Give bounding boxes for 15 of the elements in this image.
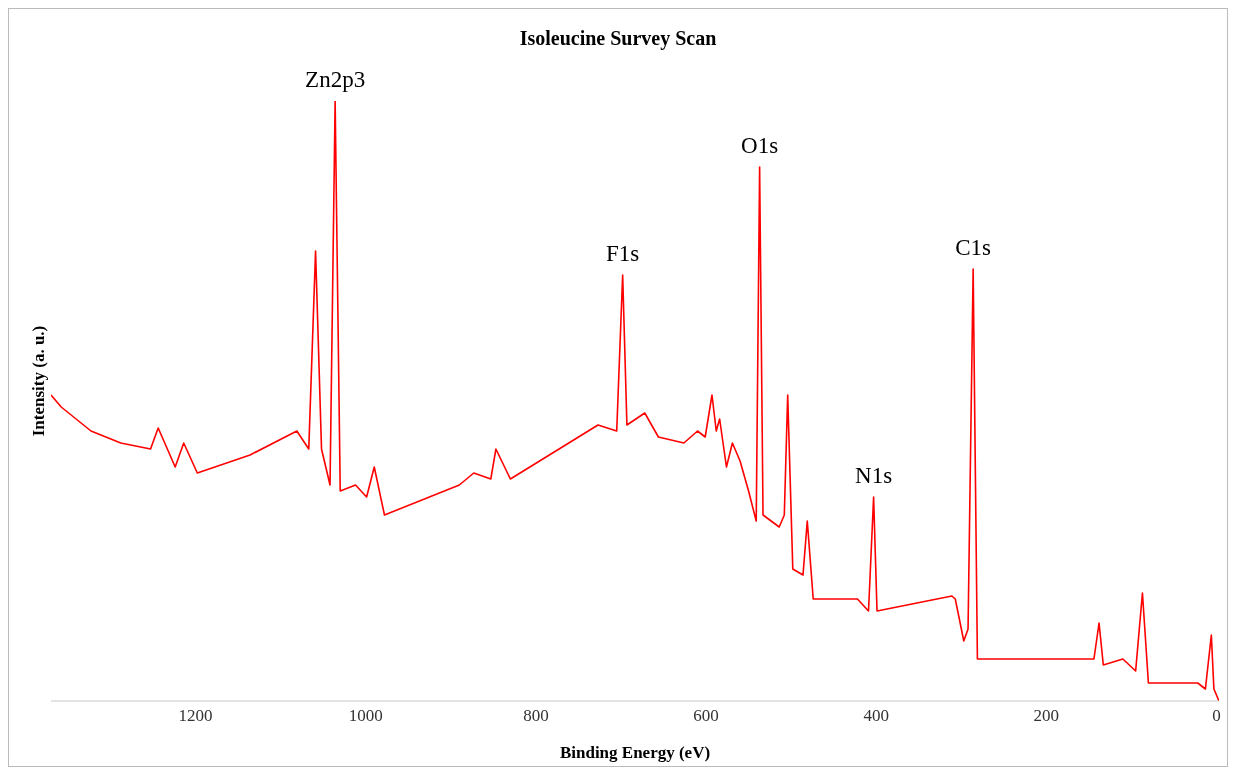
x-tick-label: 800: [523, 706, 549, 726]
annotation: O1s: [741, 133, 779, 158]
x-tick-label: 600: [693, 706, 719, 726]
x-tick-label: 200: [1033, 706, 1060, 726]
annotation: C1s: [955, 235, 992, 260]
x-tick-label: 1200: [178, 706, 213, 726]
x-axis-title: Binding Energy (eV): [559, 743, 711, 762]
chart-title: Isoleucine Survey Scan: [518, 27, 718, 50]
x-tick-label: 1000: [348, 706, 383, 726]
annotation: F1s: [606, 241, 640, 266]
y-axis-title: Intensity (a. u.): [29, 325, 49, 437]
x-tick-label: 400: [863, 706, 889, 726]
annotation: N1s: [855, 463, 893, 488]
annotation: Zn2p3: [305, 67, 366, 92]
x-tick-label: 0: [1212, 706, 1221, 726]
